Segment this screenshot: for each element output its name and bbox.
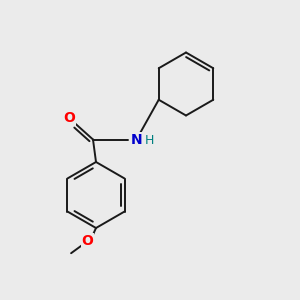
Text: O: O <box>82 234 94 248</box>
Text: O: O <box>63 112 75 125</box>
Text: N: N <box>131 133 142 146</box>
Text: H: H <box>144 134 154 148</box>
